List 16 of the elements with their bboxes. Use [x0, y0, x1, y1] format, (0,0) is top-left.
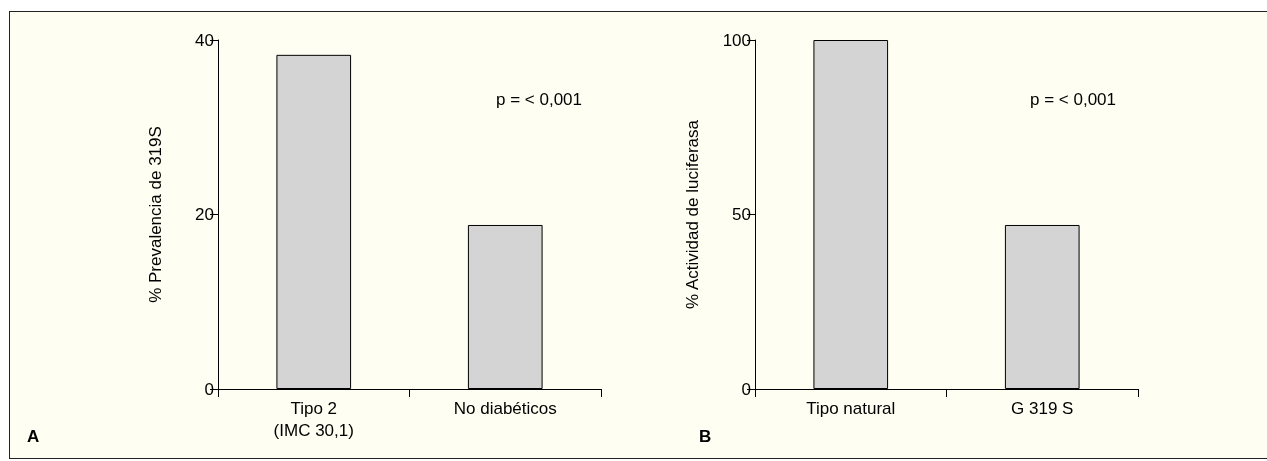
x-tick-label: Tipo natural [806, 398, 896, 418]
text: A [27, 427, 40, 446]
x-tick-label: G 319 S [1011, 398, 1074, 418]
y-tick-label: 0 [204, 379, 214, 399]
x-tick-label: No diabéticos [453, 398, 557, 418]
text: B [699, 427, 712, 446]
y-axis-title: % Prevalencia de 319S [146, 126, 165, 303]
y-tick-label: 0 [741, 379, 751, 399]
annotation: p = < 0,001 [495, 90, 583, 109]
y-tick-label: 20 [195, 205, 214, 224]
y-tick-label: 50 [732, 205, 751, 224]
x-tick-label: Tipo 2 (IMC 30,1) [273, 398, 354, 440]
y-tick-label: 40 [195, 30, 214, 50]
annotation: p = < 0,001 [1029, 90, 1117, 109]
y-axis-title: % Actividad de luciferasa [683, 119, 702, 309]
y-tick-label: 100 [722, 30, 751, 50]
